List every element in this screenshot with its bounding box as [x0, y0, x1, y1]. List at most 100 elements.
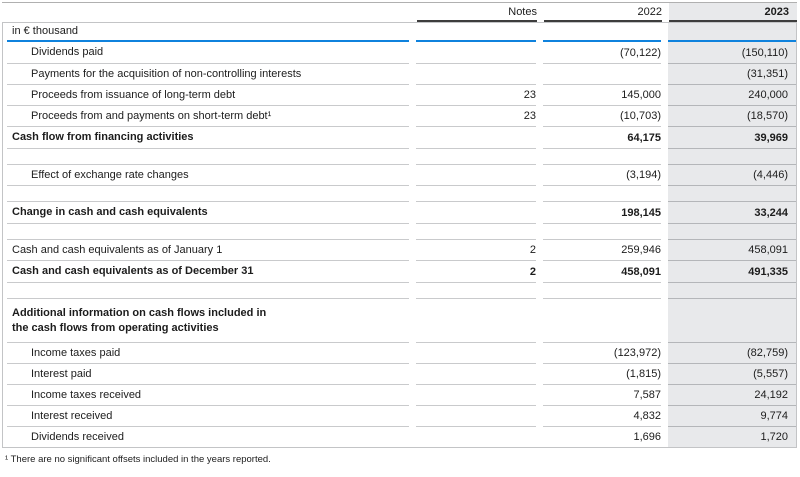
value-2022: (10,703): [543, 105, 661, 126]
notes-value: [416, 42, 536, 63]
table-row: Dividends received 1,696 1,720: [3, 426, 796, 447]
value-2022: 259,946: [543, 239, 661, 260]
row-label: [7, 282, 409, 298]
value-2022: [543, 223, 661, 239]
value-2023: [668, 298, 796, 342]
notes-value: [416, 405, 536, 426]
notes-value: [416, 223, 536, 239]
notes-value: [416, 384, 536, 405]
notes-value: [416, 426, 536, 447]
row-label: Dividends paid: [31, 46, 104, 58]
notes-value: 2: [416, 239, 536, 260]
row-label: Income taxes paid: [7, 342, 409, 363]
row-label: Income taxes received: [7, 384, 409, 405]
value-2023: (82,759): [668, 342, 796, 363]
value-2023: [668, 223, 796, 239]
notes-value: [416, 126, 536, 148]
value-2023: (18,570): [668, 105, 796, 126]
value-2023: (5,557): [668, 363, 796, 384]
value-2022: (123,972): [543, 342, 661, 363]
value-2022: 4,832: [543, 405, 661, 426]
row-label: Cash and cash equivalents as of January …: [7, 239, 409, 260]
row-label: [7, 148, 409, 164]
table-row: Cash flow from financing activities 64,17…: [3, 126, 796, 148]
notes-value: [416, 342, 536, 363]
row-label: Interest received: [7, 405, 409, 426]
notes-value: [416, 282, 536, 298]
unit-label: in € thousand: [7, 23, 409, 42]
unit-row-2022-cell: [543, 23, 661, 42]
value-2023: 33,244: [668, 201, 796, 223]
table-row: Income taxes paid (123,972) (82,759): [3, 342, 796, 363]
column-header-2022: 2022: [544, 3, 662, 22]
row-label: Payments for the acquisition of non-cont…: [7, 63, 409, 84]
value-2023: [668, 185, 796, 201]
table-row: Effect of exchange rate changes (3,194) (4…: [3, 164, 796, 185]
value-2023: 9,774: [668, 405, 796, 426]
value-2022: (1,815): [543, 363, 661, 384]
table-row: Change in cash and cash equivalents 198,1…: [3, 201, 796, 223]
statement-of-cash-flows-page: Notes 2022 2023 in € thousand Dividends …: [2, 2, 797, 465]
notes-value: [416, 164, 536, 185]
notes-value: 2: [416, 260, 536, 282]
value-2023: 24,192: [668, 384, 796, 405]
row-label: [7, 185, 409, 201]
value-2023: 39,969: [668, 126, 796, 148]
table-row: Interest paid (1,815) (5,557): [3, 363, 796, 384]
spacer-row: [3, 223, 796, 239]
value-2023: (150,110): [668, 42, 796, 63]
value-2022: 1,696: [543, 426, 661, 447]
unit-row-notes-cell: [416, 23, 536, 42]
table-row: Cash and cash equivalents as of January …: [3, 239, 796, 260]
column-header-notes: Notes: [417, 3, 537, 22]
value-2022: 145,000: [543, 84, 661, 105]
notes-value: 23: [416, 105, 536, 126]
unit-row: in € thousand: [3, 23, 796, 42]
row-label: [7, 223, 409, 239]
table-row: Cash and cash equivalents as of December…: [3, 260, 796, 282]
notes-value: [416, 185, 536, 201]
row-label: Cash and cash equivalents as of December…: [7, 260, 409, 282]
spacer-row: [3, 282, 796, 298]
section-heading-row: Additional information on cash flows inc…: [3, 298, 796, 342]
row-label: Effect of exchange rate changes: [7, 164, 409, 185]
row-label: Interest paid: [7, 363, 409, 384]
row-label: Additional information on cash flows inc…: [7, 298, 409, 342]
value-2022: [543, 185, 661, 201]
value-2023: 1,720: [668, 426, 796, 447]
value-2022: 7,587: [543, 384, 661, 405]
value-2023: [668, 148, 796, 164]
column-header-2023: 2023: [669, 3, 797, 22]
row-label: Proceeds from issuance of long-term debt: [7, 84, 409, 105]
table-row: Proceeds from issuance of long-term debt…: [3, 84, 796, 105]
value-2023: 458,091: [668, 239, 796, 260]
table-row: Income taxes received 7,587 24,192: [3, 384, 796, 405]
table-row: Payments for the acquisition of non-cont…: [3, 63, 796, 84]
value-2023: 240,000: [668, 84, 796, 105]
row-label: Cash flow from financing activities: [7, 126, 409, 148]
notes-value: [416, 63, 536, 84]
table-row: Dividends paid (70,122) (150,110): [3, 42, 796, 63]
table-row: Proceeds from and payments on short-term…: [3, 105, 796, 126]
value-2023: 491,335: [668, 260, 796, 282]
value-2022: 64,175: [543, 126, 661, 148]
row-label: Change in cash and cash equivalents: [7, 201, 409, 223]
notes-value: 23: [416, 84, 536, 105]
value-2022: (70,122): [620, 46, 661, 59]
spacer-row: [3, 148, 796, 164]
table-header-row: Notes 2022 2023: [2, 2, 797, 22]
value-2022: [543, 298, 661, 342]
value-2022: [543, 282, 661, 298]
unit-row-2023-cell: [668, 23, 796, 42]
value-2023: (4,446): [668, 164, 796, 185]
value-2022: [543, 63, 661, 84]
value-2022: [543, 148, 661, 164]
header-spacer-cell: [6, 3, 410, 22]
cash-flow-table: in € thousand Dividends paid (70,122) (150…: [2, 22, 797, 448]
table-row: Interest received 4,832 9,774: [3, 405, 796, 426]
notes-value: [416, 201, 536, 223]
footnote-text: ¹ There are no significant offsets inclu…: [5, 454, 271, 465]
value-2023: (31,351): [668, 63, 796, 84]
notes-value: [416, 298, 536, 342]
spacer-row: [3, 185, 796, 201]
